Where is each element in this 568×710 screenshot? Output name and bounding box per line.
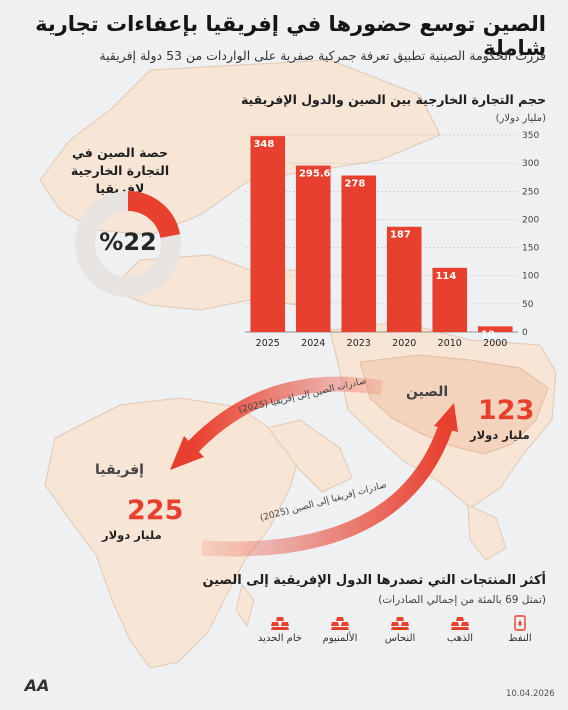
bar-chart-unit: (مليار دولار) bbox=[495, 113, 546, 124]
africa-label: إفريقيا bbox=[95, 462, 144, 478]
y-tick-label: 0 bbox=[522, 328, 528, 338]
publish-date: 10.04.2026 bbox=[506, 689, 555, 699]
x-tick-label: 2000 bbox=[483, 338, 507, 349]
china-to-africa-arrow bbox=[186, 376, 384, 454]
donut-title: حصة الصين في التجارة الخارجية لإفريقيا bbox=[70, 145, 170, 197]
y-tick-label: 250 bbox=[522, 187, 539, 197]
trade-bar-chart: 0 50 100 150 200 250 300 350 348 2025 295.6 2024 278… bbox=[245, 131, 539, 349]
copper-icon bbox=[388, 614, 412, 631]
y-tick-label: 150 bbox=[522, 244, 539, 254]
bar-chart-title: حجم التجارة الخارجية بين الصين والدول ال… bbox=[240, 92, 546, 107]
y-tick-label: 50 bbox=[522, 300, 534, 310]
europe-land bbox=[39, 59, 441, 236]
product-copper: النحاس bbox=[374, 614, 426, 646]
products-list: النفط الذهب النحاس الألمنيوم خام الحديد bbox=[254, 614, 546, 646]
bar-2024 bbox=[295, 165, 331, 332]
product-gold: الذهب bbox=[434, 614, 486, 646]
anadolu-agency-logo: AA bbox=[23, 676, 50, 695]
iron-ore-icon bbox=[268, 614, 292, 631]
gold-bars-icon bbox=[448, 614, 472, 631]
page-title: الصين توسع حضورها في إفريقيا بإعفاءات تج… bbox=[35, 12, 546, 60]
arabia-land bbox=[267, 419, 353, 493]
x-tick-label: 2023 bbox=[347, 338, 371, 349]
africa-to-china-arrow bbox=[201, 423, 454, 557]
x-tick-label: 2025 bbox=[256, 338, 280, 349]
product-copper-label: النحاس bbox=[384, 633, 416, 644]
bar-2010 bbox=[432, 267, 468, 332]
product-iron-ore: خام الحديد bbox=[254, 614, 306, 646]
page-subtitle: قررت الحكومة الصينية تطبيق تعرفة جمركية … bbox=[99, 48, 546, 63]
donut-value-label: %22 bbox=[99, 228, 157, 256]
bar-value-label: 10 bbox=[481, 329, 495, 340]
china-label: الصين bbox=[406, 384, 449, 400]
product-oil: النفط bbox=[494, 614, 546, 646]
madagascar-land bbox=[235, 583, 255, 628]
indochina-land bbox=[467, 504, 507, 561]
china-share-donut bbox=[75, 191, 181, 297]
bar-value-label: 187 bbox=[390, 230, 411, 241]
china-to-africa-arrowhead bbox=[170, 436, 204, 470]
product-oil-label: النفط bbox=[508, 633, 532, 644]
oil-barrel-icon bbox=[514, 614, 526, 631]
y-tick-label: 100 bbox=[522, 272, 539, 282]
china-exports-amount: 123 bbox=[478, 395, 535, 426]
x-tick-label: 2020 bbox=[392, 338, 416, 349]
x-tick-label: 2010 bbox=[438, 338, 462, 349]
africa-imports-unit: مليار دولار bbox=[102, 528, 162, 542]
products-title: أكثر المنتجات التي تصدرها الدول الإفريقي… bbox=[202, 573, 546, 588]
bar-value-label: 348 bbox=[253, 139, 274, 150]
bar-value-label: 278 bbox=[344, 179, 365, 190]
bar-2000 bbox=[477, 326, 513, 332]
y-tick-label: 200 bbox=[522, 215, 539, 225]
bar-2025 bbox=[250, 136, 286, 332]
y-tick-label: 300 bbox=[522, 159, 539, 169]
china-exports-unit: مليار دولار bbox=[470, 428, 530, 442]
donut-china-slice bbox=[127, 191, 181, 239]
products-subtitle: (تمثل 69 بالمئة من إجمالي الصادرات) bbox=[378, 594, 546, 606]
bar-value-label: 114 bbox=[435, 271, 456, 282]
africa-imports-amount: 225 bbox=[127, 495, 184, 526]
bar-2023 bbox=[341, 175, 377, 332]
bar-value-label: 295.6 bbox=[299, 169, 331, 180]
x-tick-label: 2024 bbox=[301, 338, 325, 349]
svg-text:AA: AA bbox=[23, 676, 50, 695]
product-aluminium-label: الألمنيوم bbox=[322, 633, 358, 644]
africa-to-china-arrowhead bbox=[434, 403, 458, 432]
bar-2020 bbox=[386, 226, 422, 332]
y-tick-label: 350 bbox=[522, 131, 539, 141]
product-aluminium: الألمنيوم bbox=[314, 614, 366, 646]
aluminium-icon bbox=[328, 614, 352, 631]
product-gold-label: الذهب bbox=[446, 633, 474, 644]
product-iron-ore-label: خام الحديد bbox=[257, 633, 303, 644]
